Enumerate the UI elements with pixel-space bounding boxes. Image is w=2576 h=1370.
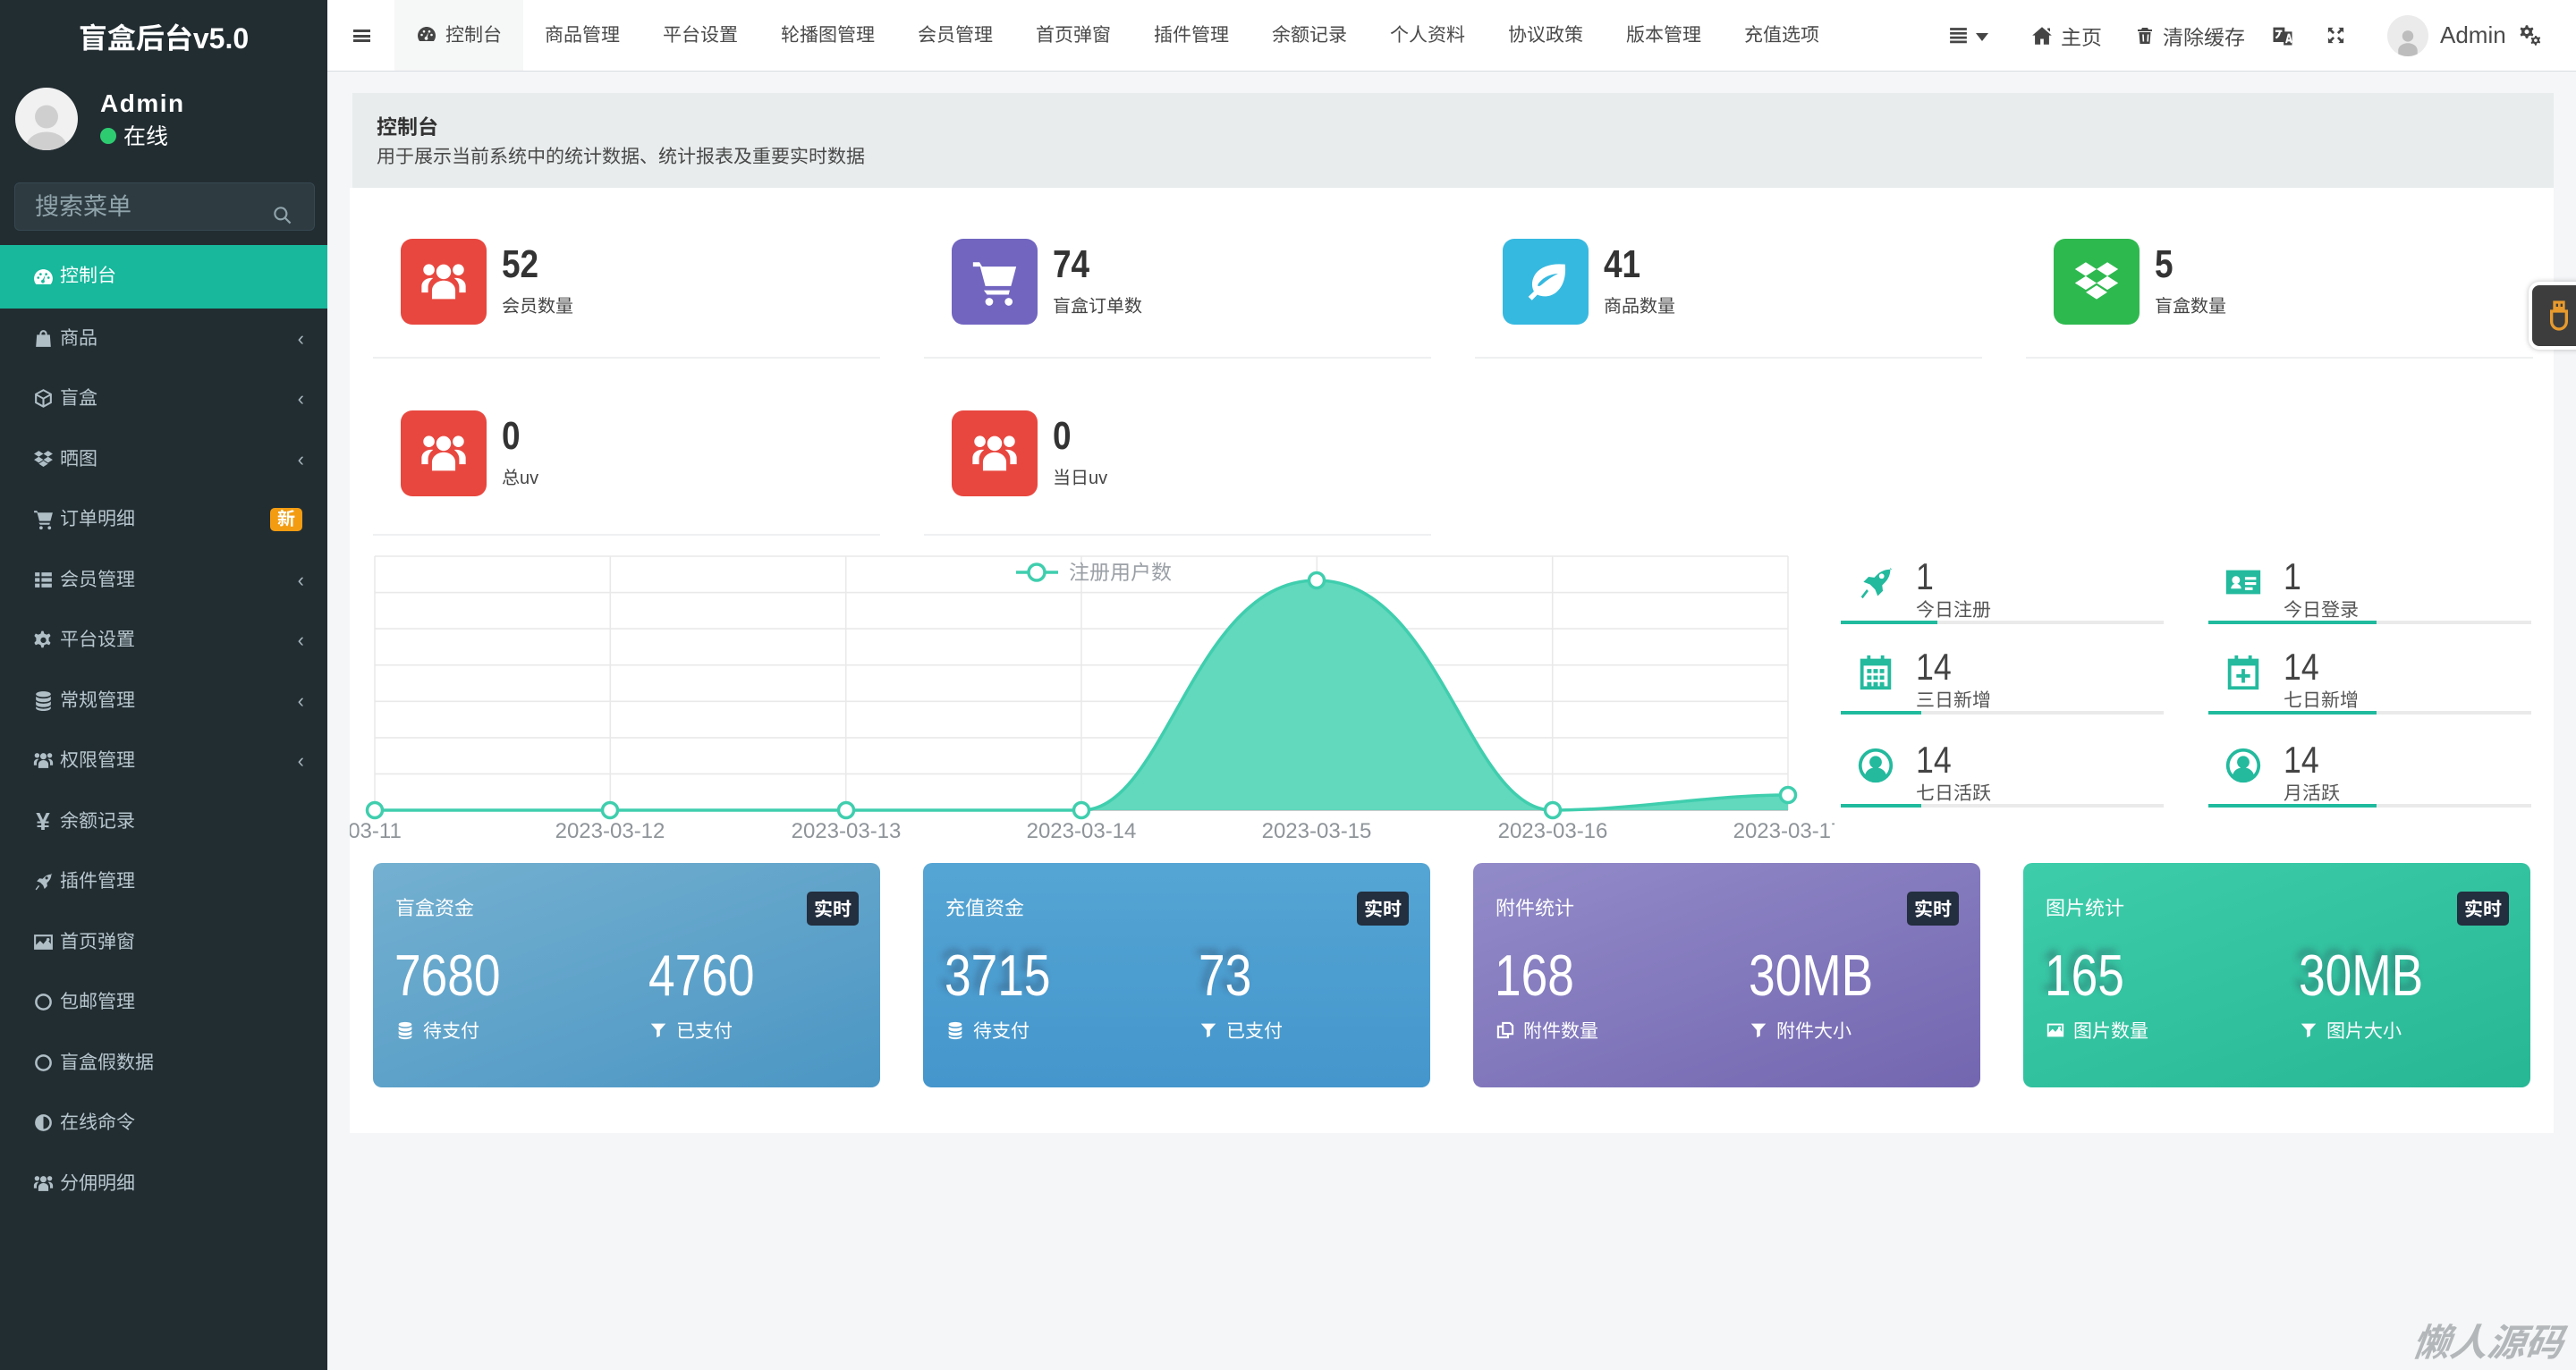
svg-text:2023-03-15: 2023-03-15 <box>1262 819 1372 843</box>
svg-text:03-11: 03-11 <box>350 819 402 843</box>
svg-text:注册用户数: 注册用户数 <box>1069 561 1172 584</box>
svg-text:2023-03-16: 2023-03-16 <box>1498 819 1608 843</box>
svg-text:2023-03-13: 2023-03-13 <box>792 819 902 843</box>
svg-text:2023-03-17: 2023-03-17 <box>1733 819 1835 843</box>
svg-text:2023-03-14: 2023-03-14 <box>1027 819 1137 843</box>
svg-text:2023-03-12: 2023-03-12 <box>555 819 665 843</box>
